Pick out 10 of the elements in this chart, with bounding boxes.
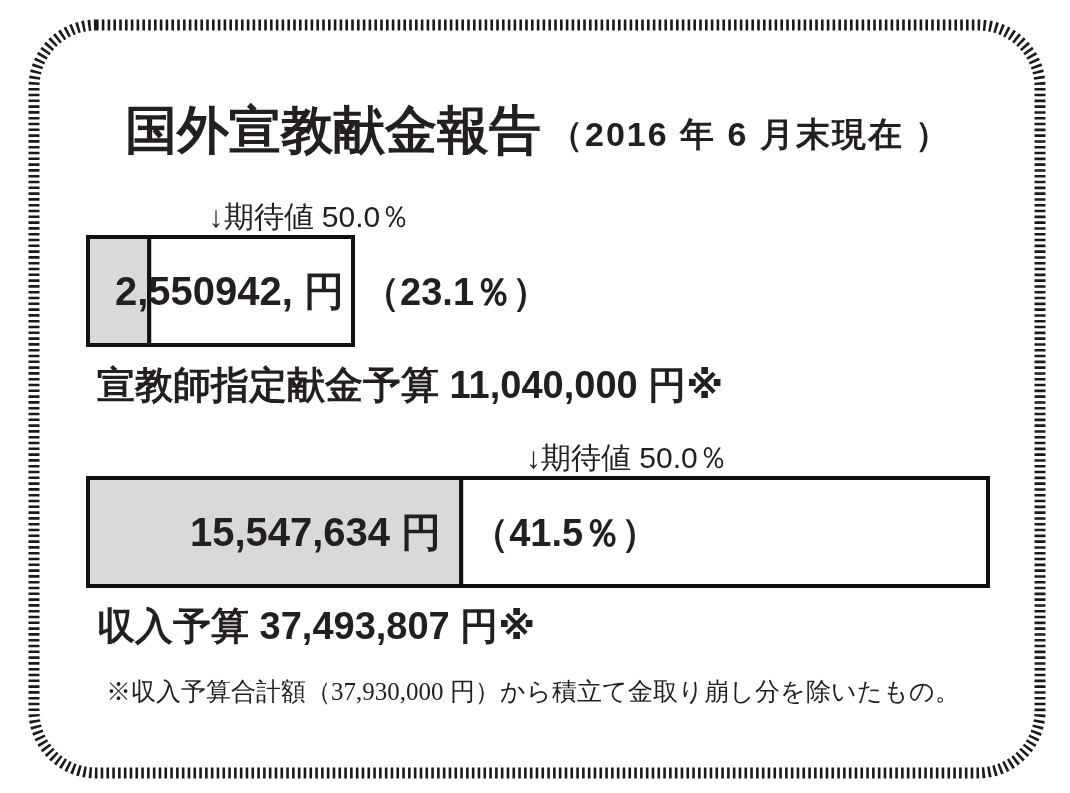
y-tick-label: 宣教師指定献金予算 11,040,000 円※ xyxy=(97,364,724,406)
y-tick-label: 収入予算 37,493,807 円※ xyxy=(97,605,536,647)
data-label: 15,547,634 円 xyxy=(189,510,442,554)
annotation: ↓期待値 50.0％ xyxy=(526,441,728,474)
annotation: ※収入予算合計額（37,930,000 円）から積立て金取り崩し分を除いたもの。 xyxy=(106,678,960,705)
chart-subtitle: （2016 年 6 月末現在 ） xyxy=(549,115,952,153)
annotation: （23.1％） xyxy=(362,271,551,313)
text: ↓期待値 50.0％ xyxy=(208,200,411,233)
chart-title: 国外宣教献金報告 xyxy=(125,101,541,159)
annotation: （41.5％） xyxy=(471,512,660,554)
